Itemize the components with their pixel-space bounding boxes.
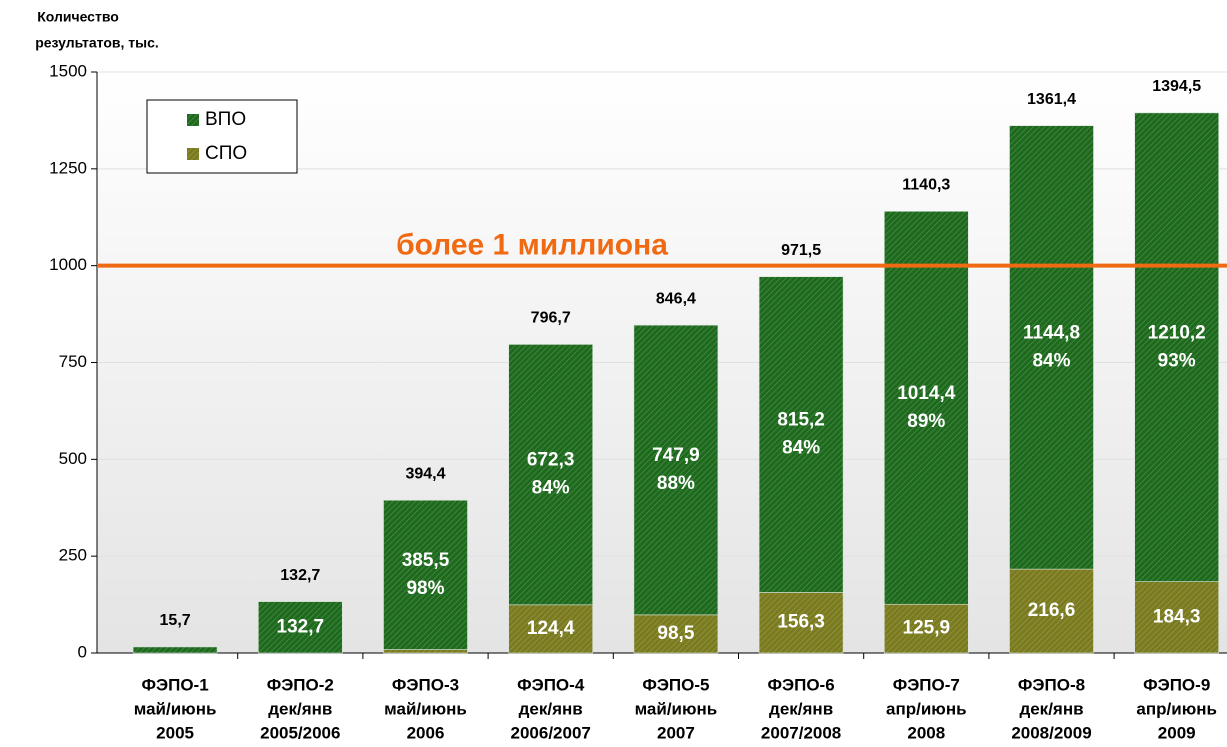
- x-tick-label: 2008/2009: [1011, 723, 1091, 742]
- x-tick-label: 2006: [407, 723, 445, 742]
- y-axis-label: Количество: [37, 9, 119, 25]
- bar-segment: [383, 499, 468, 650]
- y-tick-label: 1250: [49, 158, 87, 177]
- x-tick-label: ФЭПО-3: [392, 675, 459, 694]
- x-tick-label: май/июнь: [134, 699, 217, 718]
- bar-value-label: 747,9: [652, 445, 700, 466]
- bar-segment: [883, 211, 969, 605]
- x-tick-label: ФЭПО-9: [1143, 675, 1210, 694]
- bar-value-label: 124,4: [527, 618, 575, 639]
- bar-value-label: 672,3: [527, 450, 575, 471]
- total-label: 796,7: [531, 310, 571, 327]
- total-label: 394,4: [405, 465, 445, 482]
- bar-value-label: 385,5: [402, 550, 450, 571]
- bar-segment: [1009, 125, 1094, 570]
- bar-segment: [508, 344, 594, 606]
- x-tick-label: май/июнь: [384, 699, 467, 718]
- x-tick-label: ФЭПО-6: [768, 675, 835, 694]
- y-tick-label: 250: [59, 546, 87, 565]
- x-tick-label: 2006/2007: [511, 723, 591, 742]
- y-tick-label: 500: [59, 449, 87, 468]
- bar-share-label: 84%: [1032, 350, 1070, 371]
- bar-share-label: 89%: [907, 411, 945, 432]
- bar-segment: [508, 604, 594, 654]
- legend-label: СПО: [205, 143, 247, 164]
- total-label: 1140,3: [902, 177, 950, 194]
- x-tick-label: апр/июнь: [886, 699, 967, 718]
- x-tick-label: 2005/2006: [260, 723, 340, 742]
- y-tick-label: 750: [59, 352, 87, 371]
- x-tick-label: 2008: [907, 723, 945, 742]
- bar-segment: [132, 646, 218, 654]
- bar-segment: [633, 324, 719, 616]
- bar-value-label: 125,9: [903, 618, 951, 639]
- bar-segment: [633, 614, 719, 654]
- bar-value-label: 184,3: [1153, 606, 1201, 627]
- bar-value-label: 815,2: [777, 410, 825, 431]
- bar-value-label: 156,3: [777, 612, 825, 633]
- bar-value-label: 98,5: [657, 623, 694, 644]
- x-tick-label: дек/янв: [1019, 699, 1083, 718]
- x-tick-label: ФЭПО-7: [893, 675, 960, 694]
- y-tick-label: 1500: [49, 61, 87, 80]
- y-tick-label: 0: [78, 642, 87, 661]
- total-label: 15,7: [160, 612, 191, 629]
- legend-box: [146, 99, 298, 174]
- x-tick-label: апр/июнь: [1136, 699, 1217, 718]
- bar-segment: [1009, 568, 1094, 654]
- x-tick-label: 2007: [657, 723, 695, 742]
- bar-segment: [1134, 112, 1219, 582]
- total-label: 971,5: [781, 242, 821, 259]
- x-tick-label: 2007/2008: [761, 723, 841, 742]
- bar-segment: [883, 603, 969, 654]
- bar-segment: [383, 649, 468, 654]
- bar-value-label: 132,7: [277, 616, 325, 637]
- total-label: 132,7: [280, 567, 320, 584]
- x-tick-label: дек/янв: [519, 699, 583, 718]
- x-tick-label: ФЭПО-8: [1018, 675, 1085, 694]
- legend-label: ВПО: [205, 109, 246, 130]
- x-tick-label: май/июнь: [635, 699, 718, 718]
- bar-segment: [257, 601, 343, 654]
- bar-segment: [1134, 581, 1219, 654]
- x-tick-label: 2005: [156, 723, 194, 742]
- total-label: 1361,4: [1027, 91, 1076, 108]
- bar-value-label: 1014,4: [897, 383, 956, 404]
- bar-share-label: 93%: [1158, 350, 1196, 371]
- y-tick-label: 1000: [49, 255, 87, 274]
- legend-swatch: [187, 148, 199, 160]
- reference-label: более 1 миллиона: [396, 229, 668, 262]
- x-tick-label: ФЭПО-4: [517, 675, 585, 694]
- bar-segment: [758, 276, 844, 593]
- x-tick-label: ФЭПО-5: [642, 675, 709, 694]
- x-tick-label: 2009: [1158, 723, 1196, 742]
- bar-share-label: 84%: [782, 438, 820, 459]
- bar-segment: [758, 592, 844, 654]
- y-axis-label: результатов, тыс.: [35, 35, 159, 51]
- bar-value-label: 1210,2: [1148, 322, 1206, 343]
- bar-share-label: 84%: [532, 478, 570, 499]
- x-tick-label: ФЭПО-2: [267, 675, 334, 694]
- legend-swatch: [187, 114, 199, 126]
- total-label: 846,4: [656, 290, 696, 307]
- bar-value-label: 216,6: [1028, 600, 1076, 621]
- x-tick-label: ФЭПО-1: [142, 675, 209, 694]
- bar-value-label: 1144,8: [1023, 322, 1080, 343]
- bar-share-label: 98%: [406, 578, 444, 599]
- total-label: 1394,5: [1152, 78, 1201, 95]
- bar-share-label: 88%: [657, 473, 695, 494]
- x-tick-label: дек/янв: [769, 699, 833, 718]
- x-tick-label: дек/янв: [268, 699, 332, 718]
